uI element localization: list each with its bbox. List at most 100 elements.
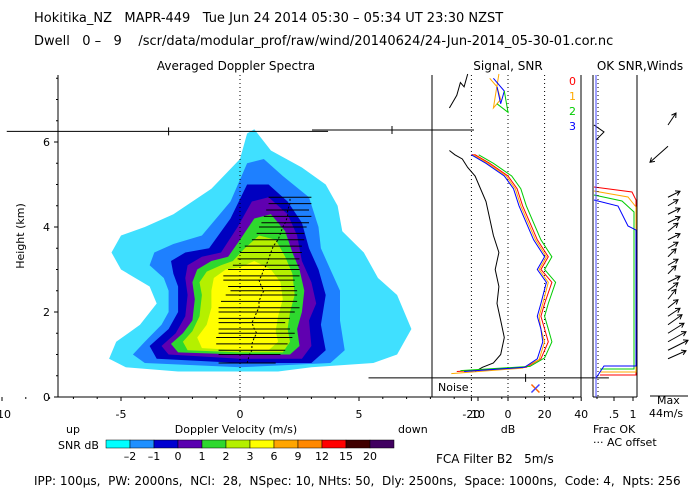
dwell-file-path: Dwell 0 – 9 /scr/data/modular_prof/raw/w…	[34, 34, 614, 49]
wind-arrow-head	[672, 299, 679, 305]
wind-arrow	[667, 233, 681, 241]
wind-arrow	[667, 222, 679, 232]
top-trace-3	[496, 90, 509, 114]
wind-arrow	[667, 282, 679, 292]
wind-arrow	[649, 145, 669, 163]
velocity-tick-label: 5	[356, 408, 363, 421]
wind-arrow	[667, 216, 681, 224]
signal-tick-label: 20	[538, 408, 552, 421]
height-tick-label: 0	[43, 391, 50, 404]
max-value: 44m/s	[649, 407, 683, 420]
contour-level-6	[197, 261, 283, 351]
colorbar-swatch	[297, 439, 323, 449]
wind-arrow-head	[671, 265, 677, 271]
top-trace-0	[448, 73, 469, 109]
colorbar-tick-label: 20	[363, 450, 377, 463]
colorbar-label: SNR dB	[58, 439, 99, 452]
mean-velocity-trace	[246, 197, 291, 364]
wind-arrow	[667, 265, 677, 275]
wind-arrow-head	[674, 215, 681, 222]
height-axis-label: Height (km)	[14, 203, 27, 269]
wind-arrow-head	[674, 207, 681, 213]
signal-lines	[448, 73, 557, 394]
ok-snr-curve-0	[593, 186, 637, 376]
frac-ok-label: Frac OK	[593, 423, 636, 436]
wind-arrow	[667, 241, 679, 249]
wind-arrow	[667, 350, 687, 360]
wind-arrow	[667, 258, 679, 266]
wind-arrow-head	[671, 112, 677, 119]
wind-arrow-head	[672, 199, 679, 205]
colorbar-tick-label: 0	[175, 450, 182, 463]
legend-item-2: 2	[569, 105, 576, 118]
winds-title: OK SNR,Winds	[597, 59, 683, 73]
wind-arrow-head	[674, 190, 681, 196]
ok-snr-curve-1	[593, 190, 637, 373]
top-trace-2	[493, 77, 505, 104]
colorbar-swatch	[201, 439, 227, 449]
spectra-noise-lines	[6, 126, 609, 382]
spectra-moments	[216, 196, 312, 364]
colorbar-tick-label: –2	[124, 450, 137, 463]
wind-arrow-head	[680, 349, 687, 356]
winds-lines	[593, 112, 689, 397]
signal-xlabel: dB	[501, 423, 516, 436]
height-tick-label: 2	[43, 306, 50, 319]
noise-label: Noise	[438, 381, 469, 394]
ok-snr-top-trace	[593, 124, 605, 141]
winds-tick-label: 1	[630, 408, 637, 421]
colorbar-tick-label: –1	[148, 450, 161, 463]
spectra-title: Averaged Doppler Spectra	[157, 59, 315, 73]
wind-arrow-head	[671, 248, 677, 254]
series-signal	[449, 150, 505, 372]
winds-axes: .5 1 0 1 2 3	[569, 75, 638, 421]
fca-filter: FCA Filter B2 5m/s	[436, 452, 554, 466]
spectra-xlabel: Doppler Velocity (m/s)	[175, 423, 297, 436]
wind-arrow-head	[649, 157, 656, 163]
wind-arrow-head	[672, 222, 679, 229]
series-snr_1	[451, 154, 549, 375]
wind-arrow	[667, 339, 689, 351]
legend-item-1: 1	[569, 90, 576, 103]
signal-tick-label: -20	[462, 408, 480, 421]
colorbar-tick-label: 6	[271, 450, 278, 463]
velocity-tick-label: 0	[237, 408, 244, 421]
velocity-tick-label: -5	[116, 408, 127, 421]
noise-marker	[530, 383, 540, 394]
wind-arrow	[667, 190, 681, 198]
wind-arrow-head	[678, 322, 685, 328]
series-snr_2	[460, 154, 557, 372]
wind-arrow-head	[676, 314, 683, 320]
wind-arrow-head	[680, 331, 687, 337]
wind-arrow-head	[674, 232, 681, 239]
top-trace-1	[489, 73, 502, 110]
colorbar-swatch	[105, 439, 131, 449]
wind-arrow	[667, 288, 677, 300]
velocity-tick-label: 10	[471, 408, 485, 421]
ok-snr-curve-3	[593, 199, 637, 379]
wind-arrow	[667, 112, 677, 126]
colorbar-swatch	[345, 439, 371, 449]
wind-arrow	[667, 248, 677, 258]
colorbar-swatch	[273, 439, 299, 449]
wind-arrow-head	[672, 282, 679, 288]
wind-arrow-head	[674, 275, 681, 281]
up-label: up	[66, 423, 80, 436]
colorbar-swatch	[177, 439, 203, 449]
height-tick-label: 6	[43, 136, 50, 149]
series-snr_0	[456, 154, 553, 372]
wind-arrow-head	[672, 258, 679, 264]
colorbar-tick-label: 12	[315, 450, 329, 463]
wind-arrow	[667, 314, 683, 326]
signal-tick-label: 0	[505, 408, 512, 421]
ok-snr-curve-2	[593, 194, 635, 370]
colorbar-swatch	[225, 439, 251, 449]
wind-arrow-head	[674, 307, 681, 313]
station-title: Hokitika_NZ MAPR-449 Tue Jun 24 2014 05:…	[34, 11, 504, 26]
wind-arrow	[667, 331, 687, 343]
winds-tick-label: .5	[609, 408, 620, 421]
max-label: Max	[657, 394, 680, 407]
snr-colorbar: –2 –1 0 1 2 3 6 9 12 15 20	[105, 439, 395, 463]
wind-arrow	[667, 307, 681, 317]
